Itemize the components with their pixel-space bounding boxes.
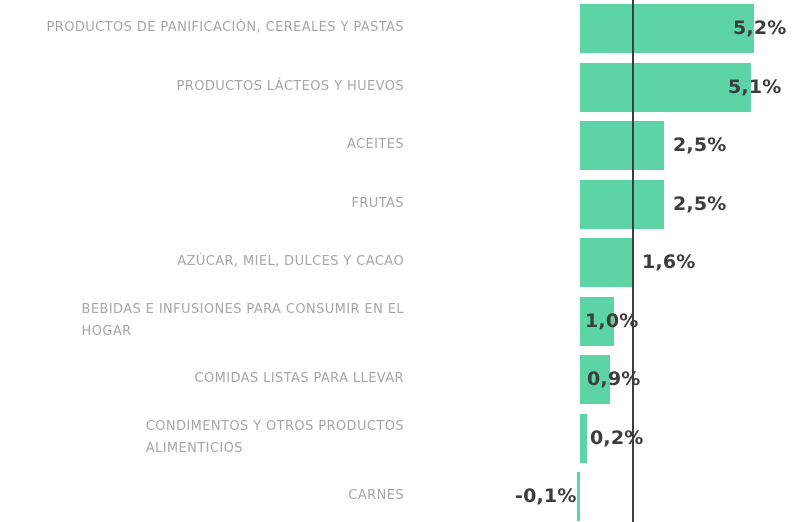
category-label: ACEITES (347, 121, 404, 170)
category-label: COMIDAS LISTAS PARA LLEVAR (195, 355, 404, 404)
category-label-line: ACEITES (347, 137, 404, 153)
bar (580, 62, 751, 112)
value-label: 5,2% (733, 17, 787, 39)
category-label: CARNES (348, 472, 404, 521)
bar (580, 121, 664, 170)
bar (576, 472, 580, 521)
value-label: 2,5% (673, 192, 727, 215)
value-label: -0,1% (515, 485, 577, 507)
bar (580, 179, 664, 229)
category-label-line: PRODUCTOS DE PANIFICACIÓN, CEREALES Y PA… (46, 20, 404, 36)
category-label-line: ALIMENTICIOS (145, 441, 243, 456)
category-label: FRUTAS (351, 180, 404, 229)
value-label: 2,5% (673, 134, 727, 156)
bar (580, 413, 587, 463)
value-label: 5,1% (728, 75, 782, 98)
category-label-line: COMIDAS LISTAS PARA LLEVAR (194, 371, 404, 387)
category-label: CONDIMENTOS Y OTROS PRODUCTOS ALIMENTICIO… (146, 414, 404, 463)
value-label: 1,0% (585, 309, 639, 332)
category-label-line: FRUTAS (351, 195, 404, 211)
category-label-line: CONDIMENTOS Y OTROS PRODUCTOS (145, 418, 404, 434)
reference-line (632, 0, 634, 522)
value-label: 0,2% (590, 426, 644, 449)
bar (580, 4, 755, 53)
category-label: PRODUCTOS DE PANIFICACIÓN, CEREALES Y PA… (47, 4, 404, 53)
category-label-line: BEBIDAS E INFUSIONES PARA CONSUMIR EN EL (81, 301, 404, 317)
category-label-line: AZÚCAR, MIEL, DULCES Y CACAO (177, 254, 404, 270)
category-label-line: PRODUCTOS LÁCTEOS Y HUEVOS (176, 78, 404, 94)
category-label-line: HOGAR (81, 324, 132, 339)
bar (580, 296, 614, 346)
category-label-line: CARNES (348, 488, 404, 504)
category-label: BEBIDAS E INFUSIONES PARA CONSUMIR EN EL… (82, 297, 404, 346)
value-label: 1,6% (642, 251, 696, 273)
bar (580, 238, 634, 287)
category-label: PRODUCTOS LÁCTEOS Y HUEVOS (177, 63, 404, 112)
value-label: 0,9% (587, 368, 641, 390)
bar (580, 355, 611, 404)
category-label: AZÚCAR, MIEL, DULCES Y CACAO (177, 238, 404, 287)
